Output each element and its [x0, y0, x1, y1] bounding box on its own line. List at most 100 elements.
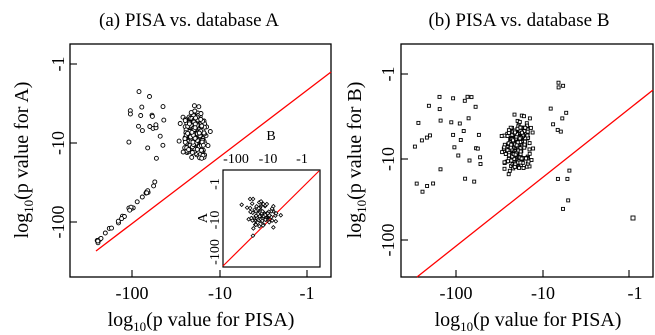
inset-point	[278, 212, 284, 218]
panel-b-point	[503, 152, 508, 156]
panel-a-point	[144, 190, 150, 196]
panel-a-point	[189, 150, 195, 155]
panel-a-point	[160, 104, 166, 110]
panel-a-xtick-label: -100	[116, 283, 149, 303]
inset-point	[262, 212, 268, 218]
panel-b-point	[438, 167, 443, 172]
panel-a-point	[207, 129, 213, 134]
panel-b-point	[509, 158, 514, 163]
panel-a-point	[185, 130, 191, 136]
panel-b-ytick-label: -10	[378, 147, 398, 171]
panel-b-point	[513, 152, 518, 157]
panel-b-point	[506, 130, 511, 135]
panel-b-point	[478, 162, 483, 166]
panel-a-point	[182, 118, 188, 123]
inset-ytick-label: -1	[208, 178, 223, 190]
panel-a-xtick-label: -10	[208, 283, 232, 303]
panel-b-point	[416, 120, 421, 125]
panel-a-frame	[69, 43, 332, 278]
panel-a-point	[95, 238, 101, 244]
panel-a-point	[157, 133, 163, 139]
panel-a-point	[177, 121, 183, 126]
panel-a-point	[145, 145, 151, 151]
panel-a-point	[196, 104, 202, 110]
panel-b-point	[499, 134, 504, 138]
panel-a-point	[194, 146, 200, 152]
inset-point	[253, 208, 259, 214]
panel-b-point	[517, 165, 522, 170]
panel-a-point	[138, 113, 144, 118]
panel-b-point	[527, 116, 532, 121]
inset-point	[273, 210, 279, 216]
panel-b-point	[521, 166, 526, 170]
panel-b-point	[426, 103, 431, 108]
panel-b-xtick-label: -10	[531, 283, 555, 303]
panel-b-point	[528, 125, 533, 130]
panel-b-point	[512, 112, 517, 117]
panel-a-point	[109, 225, 114, 231]
panel-b-point	[566, 198, 571, 203]
panel-b-point	[512, 164, 517, 169]
inset-ytick-label: -10	[208, 211, 223, 230]
panel-b: (b) PISA vs. database B -100 -10 -1 -1 -…	[344, 10, 654, 334]
panel-b-point	[527, 147, 532, 152]
inset-xtick-label: -100	[223, 152, 249, 167]
inset-xtick-label: -10	[259, 152, 278, 167]
panel-b-point	[465, 94, 470, 99]
panel-b-points	[412, 80, 636, 221]
panel-b-point	[558, 129, 563, 134]
panel-a-point	[193, 115, 199, 121]
panel-b-point	[556, 80, 561, 85]
panel-a-point	[176, 138, 182, 144]
panel-b-point	[475, 146, 480, 151]
panel-a-point	[139, 104, 145, 110]
inset-ytick-label: -100	[208, 239, 223, 265]
panel-b-point	[522, 142, 527, 147]
panel-a-point	[161, 117, 167, 123]
panel-a-point	[198, 147, 204, 153]
panel-a-point	[136, 123, 141, 129]
panel-b-point	[517, 119, 522, 124]
panel-b-point	[518, 125, 523, 130]
panel-b-point	[565, 176, 570, 181]
inset-point	[266, 212, 272, 218]
panel-b-point	[518, 160, 523, 165]
panel-a-point	[186, 121, 192, 127]
panel-a-point	[147, 124, 153, 129]
panel-b-point	[467, 158, 472, 163]
panel-b-point	[507, 168, 512, 173]
inset-point	[264, 201, 270, 207]
inset-point	[257, 223, 262, 229]
panel-a-point	[198, 116, 204, 122]
panel-b-point	[555, 176, 560, 181]
panel-a-point	[119, 216, 125, 222]
inset-xlabel: B	[266, 129, 275, 144]
panel-b-point	[424, 135, 429, 140]
panel-b-point	[524, 156, 528, 161]
panel-b-point	[425, 184, 430, 188]
panel-a-point	[139, 194, 145, 200]
inset-point	[260, 208, 265, 214]
inset-point	[249, 201, 255, 206]
panel-b-point	[527, 141, 532, 146]
panel-b-frame	[400, 43, 654, 278]
inset-point	[273, 218, 279, 224]
panel-b-point	[531, 146, 536, 151]
panel-b-point	[437, 94, 442, 99]
panel-b-point	[527, 151, 532, 156]
panel-b-point	[466, 116, 471, 121]
panel-b-point	[420, 189, 425, 194]
panel-a-point	[199, 123, 205, 129]
panel-b-point	[451, 132, 456, 137]
panel-a-point	[153, 122, 159, 128]
inset-point	[269, 218, 275, 223]
inset-point	[250, 196, 256, 202]
panel-b-point	[517, 136, 522, 141]
panel-b-point	[551, 122, 556, 127]
panel-b-point	[509, 142, 514, 147]
panel-a-point	[200, 142, 206, 148]
panel-a-point	[196, 130, 202, 136]
panel-a-points	[94, 89, 213, 246]
panel-a-ylabel: log10(p value for A)	[11, 82, 36, 239]
panel-a-point	[115, 218, 121, 224]
